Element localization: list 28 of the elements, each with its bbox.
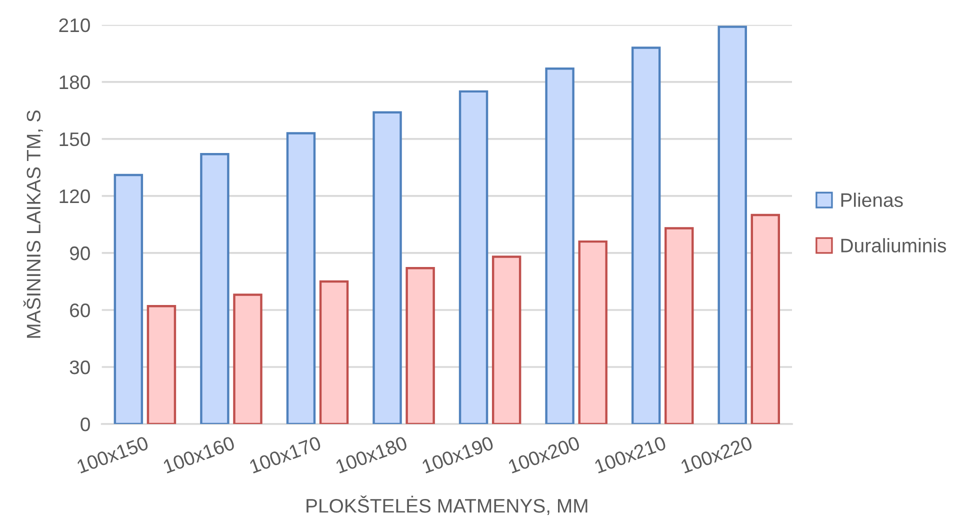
bar <box>286 132 316 424</box>
y-tick-label: 180 <box>60 75 90 90</box>
y-tick-label: 120 <box>60 189 90 204</box>
y-tick-label: 0 <box>80 417 90 432</box>
bar <box>372 111 402 424</box>
bar <box>114 174 144 424</box>
x-axis-title: PLOKŠTELĖS MATMENYS, MM <box>306 496 588 516</box>
bar <box>750 214 780 424</box>
y-tick-label: 90 <box>70 246 90 260</box>
bar <box>664 227 694 424</box>
bar <box>233 294 262 424</box>
bar <box>319 280 349 424</box>
y-tick-label: 150 <box>60 132 90 146</box>
bar <box>458 90 488 424</box>
bar <box>578 240 608 424</box>
y-tick-label: 30 <box>70 360 90 374</box>
legend-label: Plienas <box>841 192 903 207</box>
bar <box>718 26 747 424</box>
bar <box>492 256 522 424</box>
y-tick-label: 60 <box>70 303 90 318</box>
bar <box>631 46 661 424</box>
bar <box>200 153 230 424</box>
y-axis-title: MAŠININIS LAIKAS TM, S <box>23 110 43 338</box>
legend-label: Duraliuminis <box>841 238 946 252</box>
bar <box>406 267 435 424</box>
y-tick-label: 210 <box>59 18 90 32</box>
bar <box>146 305 176 424</box>
bar <box>545 68 574 424</box>
